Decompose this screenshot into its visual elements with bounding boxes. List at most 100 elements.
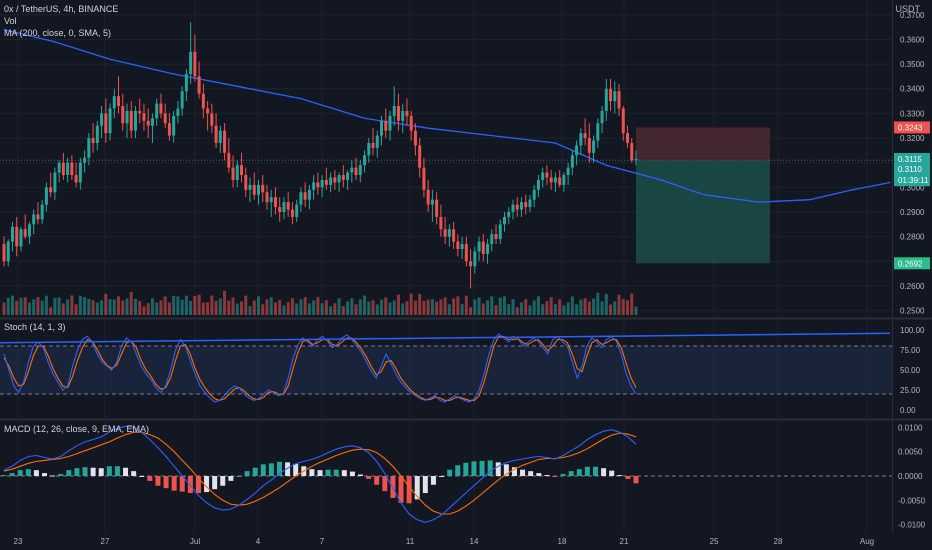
time-tick-label: 25 (710, 537, 719, 546)
volume-bar (536, 296, 540, 315)
volume-bar (392, 300, 396, 315)
candle-body (396, 106, 400, 121)
macd-histogram-bar (511, 467, 517, 476)
stoch-trendline (0, 332, 891, 344)
macd-histogram-bar (212, 476, 218, 490)
candle-body (74, 175, 78, 183)
volume-bar (125, 298, 129, 315)
candle-body (566, 167, 570, 176)
volume-bar (83, 297, 87, 315)
volume-bar (617, 294, 621, 315)
candle-body (545, 172, 549, 178)
candle-body (44, 187, 48, 205)
volume-bar (515, 307, 519, 315)
macd-tick-label: 0.0100 (898, 423, 923, 432)
candle-body (201, 93, 205, 109)
macd-histogram-bar (366, 476, 372, 479)
macd-histogram-bar (414, 476, 420, 500)
price-tick-label: 0.2900 (900, 208, 925, 217)
volume-bar (460, 304, 464, 315)
candle-body (346, 172, 350, 180)
volume-bar (172, 295, 176, 315)
candle-body (375, 135, 379, 148)
volume-bar (613, 301, 617, 315)
macd-histogram-bar (9, 473, 15, 476)
price-tick-label: 0.2500 (900, 307, 925, 316)
volume-bar (303, 297, 307, 315)
candle-body (104, 113, 108, 134)
volume-bar (375, 304, 379, 315)
candle-body (409, 115, 413, 131)
macd-histogram-bar (147, 476, 153, 481)
symbol-title[interactable]: 0x / TetherUS, 4h, BINANCE (4, 4, 119, 14)
macd-histogram-bar (471, 461, 477, 476)
volume-bar (206, 302, 210, 315)
volume-bar (443, 297, 447, 315)
volume-bar (91, 300, 95, 315)
volume-bar (66, 299, 70, 315)
volume-bar (214, 300, 218, 315)
volume-bar (604, 293, 608, 315)
candle-body (634, 159, 638, 161)
volume-bar (486, 300, 490, 315)
volume-bar (583, 298, 587, 315)
candle-body (524, 202, 528, 208)
candle-body (278, 207, 282, 212)
stoch-band (0, 346, 892, 394)
candle-body (350, 167, 354, 173)
candle-body (66, 162, 70, 176)
volume-bar (346, 301, 350, 315)
macd-label[interactable]: MACD (12, 26, close, 9, EMA, EMA) (4, 424, 150, 434)
candle-body (155, 103, 159, 119)
volume-bar (244, 295, 248, 315)
volume-bar (138, 301, 142, 315)
stop-loss-zone (636, 127, 770, 161)
volume-bar (341, 306, 345, 315)
volume-bar (329, 306, 333, 315)
volume-bar (44, 295, 48, 315)
macd-histogram-bar (536, 473, 542, 476)
volume-bar (575, 304, 579, 315)
volume-bar (227, 300, 231, 315)
macd-histogram-bar (74, 468, 80, 476)
volume-bar (57, 297, 61, 315)
macd-histogram-bar (276, 461, 282, 476)
candle-body (507, 212, 511, 217)
stoch-label[interactable]: Stoch (14, 1, 3) (4, 322, 66, 332)
macd-histogram-bar (520, 469, 526, 476)
volume-bar (273, 302, 277, 315)
volume-bar (167, 302, 171, 315)
macd-histogram-bar (58, 474, 64, 476)
volume-bar (371, 300, 375, 315)
ma-label[interactable]: MA (200, close, 0, SMA, 5) (4, 28, 112, 38)
candle-body (108, 108, 112, 134)
macd-histogram-bar (560, 474, 566, 476)
volume-bar (2, 302, 6, 315)
time-tick-label: Aug (860, 537, 874, 546)
volume-label[interactable]: Vol (4, 16, 17, 26)
candle-body (138, 110, 142, 114)
macd-histogram-bar (131, 471, 137, 476)
candle-body (252, 184, 256, 195)
volume-bar (519, 302, 523, 315)
volume-bar (49, 307, 53, 315)
macd-line (3, 425, 637, 523)
macd-histogram-bar (187, 476, 193, 494)
candle-body (273, 197, 277, 208)
volume-bar (363, 295, 367, 315)
macd-legend: MACD (12, 26, close, 9, EMA, EMA) (4, 423, 149, 435)
volume-bar (180, 299, 184, 315)
macd-histogram-bar (633, 476, 639, 484)
volume-bar (528, 305, 532, 315)
volume-bar (6, 297, 10, 315)
candle-body (176, 108, 180, 116)
candle-body (363, 155, 367, 166)
volume-bar (596, 292, 600, 315)
candle-body (53, 172, 57, 193)
candle-body (583, 133, 587, 139)
candle-body (184, 73, 188, 92)
volume-bar (295, 303, 299, 315)
volume-bar (108, 299, 112, 315)
macd-histogram-bar (584, 466, 590, 476)
